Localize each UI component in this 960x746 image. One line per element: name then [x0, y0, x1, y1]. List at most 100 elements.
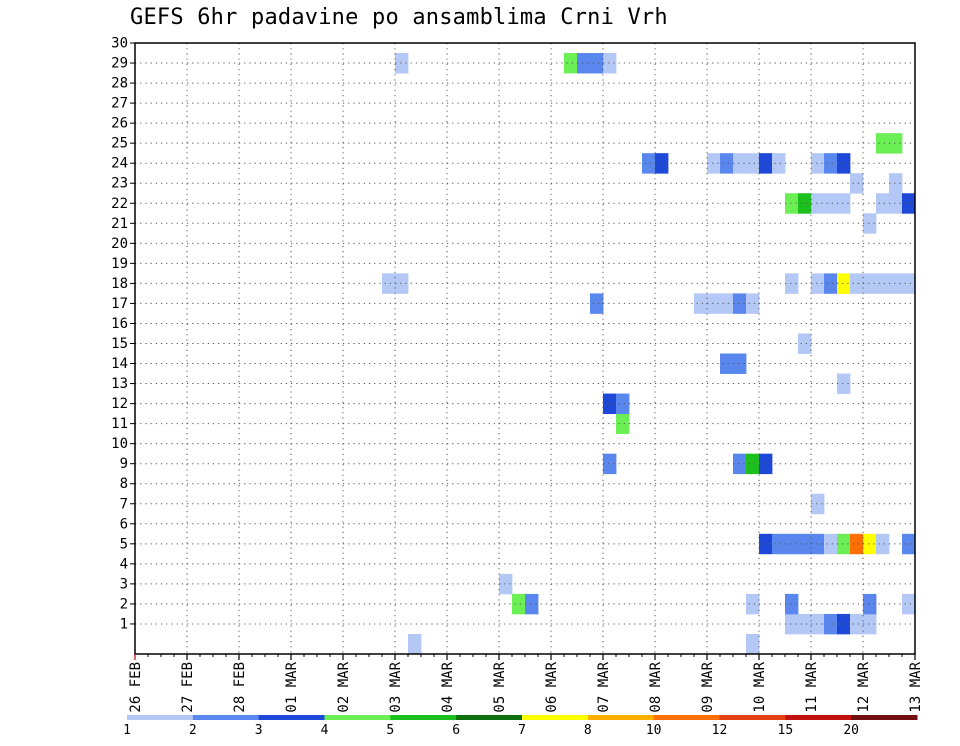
legend-swatch: [324, 715, 391, 720]
y-tick-label: 14: [111, 356, 128, 372]
heatmap-cell: [876, 273, 890, 294]
heatmap-cell: [746, 293, 760, 314]
heatmap-cell: [876, 193, 890, 214]
x-tick-label: 07 MAR: [596, 661, 612, 712]
x-tick-label: 03 MAR: [388, 661, 404, 712]
x-tick-label: 05 MAR: [492, 661, 508, 712]
legend-label: 12: [712, 723, 728, 738]
x-tick-label: 27 FEB: [180, 662, 196, 713]
legend-label: 15: [778, 723, 794, 738]
heatmap-cell: [824, 153, 838, 174]
legend-swatch: [522, 715, 589, 720]
heatmap-cell: [590, 293, 604, 314]
heatmap-cell: [876, 133, 890, 154]
heatmap-cell: [889, 173, 903, 194]
heatmap-cell: [759, 453, 773, 475]
heatmap-cell: [863, 593, 877, 615]
y-tick-label: 7: [120, 496, 128, 512]
y-tick-label: 24: [111, 156, 128, 172]
x-tick-label: 26 FEB: [128, 662, 144, 713]
heatmap-cell: [577, 53, 591, 74]
heatmap-cell: [785, 273, 799, 294]
heatmap-cell: [590, 53, 604, 74]
heatmap-cell: [733, 293, 747, 314]
heatmap-cell: [395, 53, 409, 74]
heatmap-cell: [850, 273, 864, 294]
x-tick-label: 13 MAR: [908, 661, 924, 712]
y-tick-label: 25: [111, 136, 128, 152]
heatmap-cell: [837, 373, 851, 394]
heatmap-cell: [811, 613, 825, 635]
y-tick-label: 26: [111, 116, 128, 132]
y-tick-label: 1: [120, 616, 128, 632]
heatmap-cell: [707, 153, 721, 174]
heatmap-cell: [863, 213, 877, 234]
x-tick-label: 01 MAR: [284, 661, 300, 712]
heatmap-cell: [785, 613, 799, 635]
y-tick-label: 28: [111, 76, 128, 92]
heatmap-cell: [395, 273, 409, 294]
heatmap-cell: [811, 493, 825, 515]
heatmap-cell: [811, 153, 825, 174]
heatmap-cell: [824, 613, 838, 635]
y-tick-label: 10: [111, 436, 128, 452]
x-tick-label: 12 MAR: [856, 661, 872, 712]
legend-label: 3: [255, 723, 263, 738]
y-tick-label: 12: [111, 396, 128, 412]
y-tick-label: 22: [111, 196, 128, 212]
heatmap-cell: [798, 613, 812, 635]
y-tick-label: 5: [120, 536, 128, 552]
x-tick-label: 09 MAR: [700, 661, 716, 712]
legend-swatch: [192, 715, 260, 720]
heatmap-cell: [772, 153, 786, 174]
y-tick-label: 3: [120, 576, 128, 592]
heatmap-cell: [499, 573, 513, 595]
heatmap-cell: [616, 413, 630, 435]
heatmap-cell: [811, 533, 825, 555]
y-tick-label: 18: [111, 276, 128, 292]
heatmap-cell: [850, 173, 864, 194]
heatmap-cell: [837, 193, 851, 214]
heatmap-cell: [733, 353, 747, 374]
heatmap-cell: [720, 353, 734, 374]
heatmap-cell: [902, 193, 916, 214]
legend-label: 4: [321, 723, 329, 738]
heatmap-cell: [746, 153, 760, 174]
heatmap-cell: [655, 153, 669, 174]
heatmap-cell: [850, 613, 864, 635]
heatmap-cell: [785, 193, 799, 214]
legend-swatch: [390, 715, 457, 720]
heatmap-cell: [733, 453, 747, 475]
heatmap-cell: [902, 273, 916, 294]
heatmap-cell: [772, 533, 786, 555]
y-tick-label: 16: [111, 316, 128, 332]
x-tick-label: 02 MAR: [336, 661, 352, 712]
y-tick-label: 19: [111, 256, 128, 272]
legend-label: 8: [584, 723, 592, 738]
y-axis: 1234567891011121314151617181920212223242…: [111, 36, 135, 632]
legend-label: 1: [123, 723, 131, 738]
heatmap-cell: [798, 193, 812, 214]
heatmap-cell: [746, 453, 760, 475]
heatmap-cell: [798, 333, 812, 354]
heatmap-cell: [889, 273, 903, 294]
y-tick-label: 4: [120, 556, 128, 572]
x-tick-label: 06 MAR: [544, 661, 560, 712]
heatmap-cell: [616, 393, 630, 414]
cells-layer: [382, 53, 916, 655]
heatmap-cell: [564, 53, 578, 74]
y-tick-label: 6: [120, 516, 128, 532]
y-tick-label: 29: [111, 56, 128, 72]
legend-label: 2: [189, 723, 197, 738]
legend-label: 5: [386, 723, 394, 738]
heatmap-cell: [603, 53, 617, 74]
heatmap-cell: [811, 273, 825, 294]
heatmap-cell: [850, 533, 864, 555]
heatmap-cell: [746, 593, 760, 615]
y-tick-label: 11: [111, 416, 128, 432]
y-tick-label: 13: [111, 376, 128, 392]
legend-swatch: [258, 715, 325, 720]
heatmap-cell: [798, 533, 812, 555]
heatmap-cell: [902, 593, 916, 615]
